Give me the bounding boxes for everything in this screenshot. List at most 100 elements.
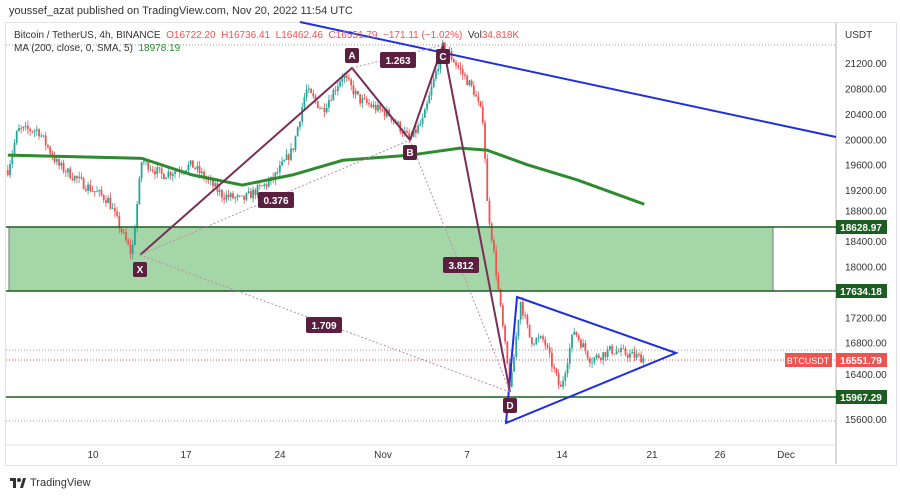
level-badge-1: 18628.97 (840, 223, 882, 234)
candle-body (285, 154, 288, 161)
tradingview-logo[interactable]: TradingView (10, 477, 91, 489)
candle-body (325, 107, 328, 112)
candle-body (620, 348, 622, 352)
candle-body (261, 185, 263, 187)
candle-body (459, 67, 462, 70)
candle-body (31, 131, 34, 133)
candle-body (602, 352, 605, 360)
candle-body (406, 131, 408, 133)
candle-body (631, 351, 634, 354)
candle-body (348, 77, 350, 80)
candle-body (522, 302, 524, 316)
candle-body (116, 211, 118, 216)
candle-body (200, 171, 203, 174)
candle-body (535, 338, 538, 344)
candle-body (412, 129, 415, 137)
candle-body (171, 173, 174, 176)
candle-body (533, 343, 535, 345)
candle-body (96, 191, 98, 193)
candle-body (408, 132, 411, 138)
candle-body (559, 384, 562, 387)
y-tick-label: 20000.00 (845, 135, 887, 146)
candle-body (493, 240, 495, 251)
candle-body (519, 302, 522, 320)
candle-body (430, 86, 433, 96)
y-tick-label: 17200.00 (845, 313, 887, 324)
candle-body (515, 336, 518, 357)
candle-body (562, 380, 564, 387)
candle-body (290, 148, 292, 160)
candle-body (229, 193, 232, 198)
candle-body (457, 65, 460, 68)
candle-body (310, 88, 312, 94)
candle-body (588, 358, 591, 364)
candle-body (232, 193, 234, 199)
candle-body (91, 191, 94, 192)
candle-body (20, 127, 23, 129)
candle-body (452, 59, 455, 63)
candle-body (455, 62, 457, 66)
pattern-legs (139, 41, 511, 393)
candle-body (118, 215, 121, 229)
candle-body (504, 325, 506, 342)
candle-body (294, 136, 297, 151)
candle-body (497, 275, 500, 290)
candle-body (18, 127, 20, 132)
candle-body (343, 75, 346, 79)
candle-body (263, 184, 266, 186)
candle-body (484, 122, 486, 159)
candle-body (225, 194, 228, 200)
x-tick-label: 21 (646, 450, 658, 461)
candle-body (624, 348, 627, 355)
demand-zone[interactable] (8, 226, 774, 292)
candle-body (461, 69, 464, 75)
point-a-label: A (348, 51, 355, 62)
candle-body (42, 135, 45, 137)
candle-body (111, 208, 114, 209)
ratio-xb: 0.376 (263, 196, 288, 207)
trendline[interactable] (299, 21, 837, 138)
candle-body (29, 129, 31, 132)
candle-body (481, 106, 484, 123)
candle-body (510, 371, 513, 387)
candle-body (386, 109, 388, 117)
candle-body (212, 179, 214, 187)
candle-body (526, 315, 529, 325)
candle-body (577, 335, 580, 340)
symbol-badge: BTCUSDT (787, 356, 830, 366)
x-tick-label: 26 (714, 450, 726, 461)
candle-body (593, 357, 596, 363)
candle-body (479, 101, 482, 107)
candle-body (490, 223, 493, 241)
candle-body (227, 194, 230, 198)
candle-body (475, 94, 477, 97)
candle-body (635, 354, 638, 358)
candle-body (611, 345, 614, 354)
candle-body (156, 167, 159, 175)
candle-body (187, 164, 190, 171)
point-b-label: B (406, 148, 413, 159)
triangle-pattern[interactable] (504, 295, 679, 425)
candle-body (551, 352, 553, 367)
candle-body (501, 305, 504, 326)
xabcd-pattern[interactable] (139, 41, 511, 393)
candle-body (105, 199, 107, 204)
candle-body (580, 339, 582, 348)
candle-body (336, 86, 339, 91)
candle-body (303, 96, 306, 108)
candle-body (401, 132, 404, 134)
ma-label: MA (200, close, 0, SMA, 5) (14, 43, 133, 54)
point-c-label: C (439, 52, 446, 63)
candle-body (383, 110, 386, 117)
candle-body (245, 193, 248, 200)
candle-body (140, 162, 143, 179)
candle-body (470, 80, 473, 86)
candle-body (223, 197, 226, 200)
candle-body (334, 89, 337, 91)
candle-body (421, 117, 424, 124)
candle-body (299, 121, 301, 128)
y-tick-label: 18400.00 (845, 237, 887, 248)
candle-body (247, 191, 250, 194)
candle-body (591, 362, 593, 364)
